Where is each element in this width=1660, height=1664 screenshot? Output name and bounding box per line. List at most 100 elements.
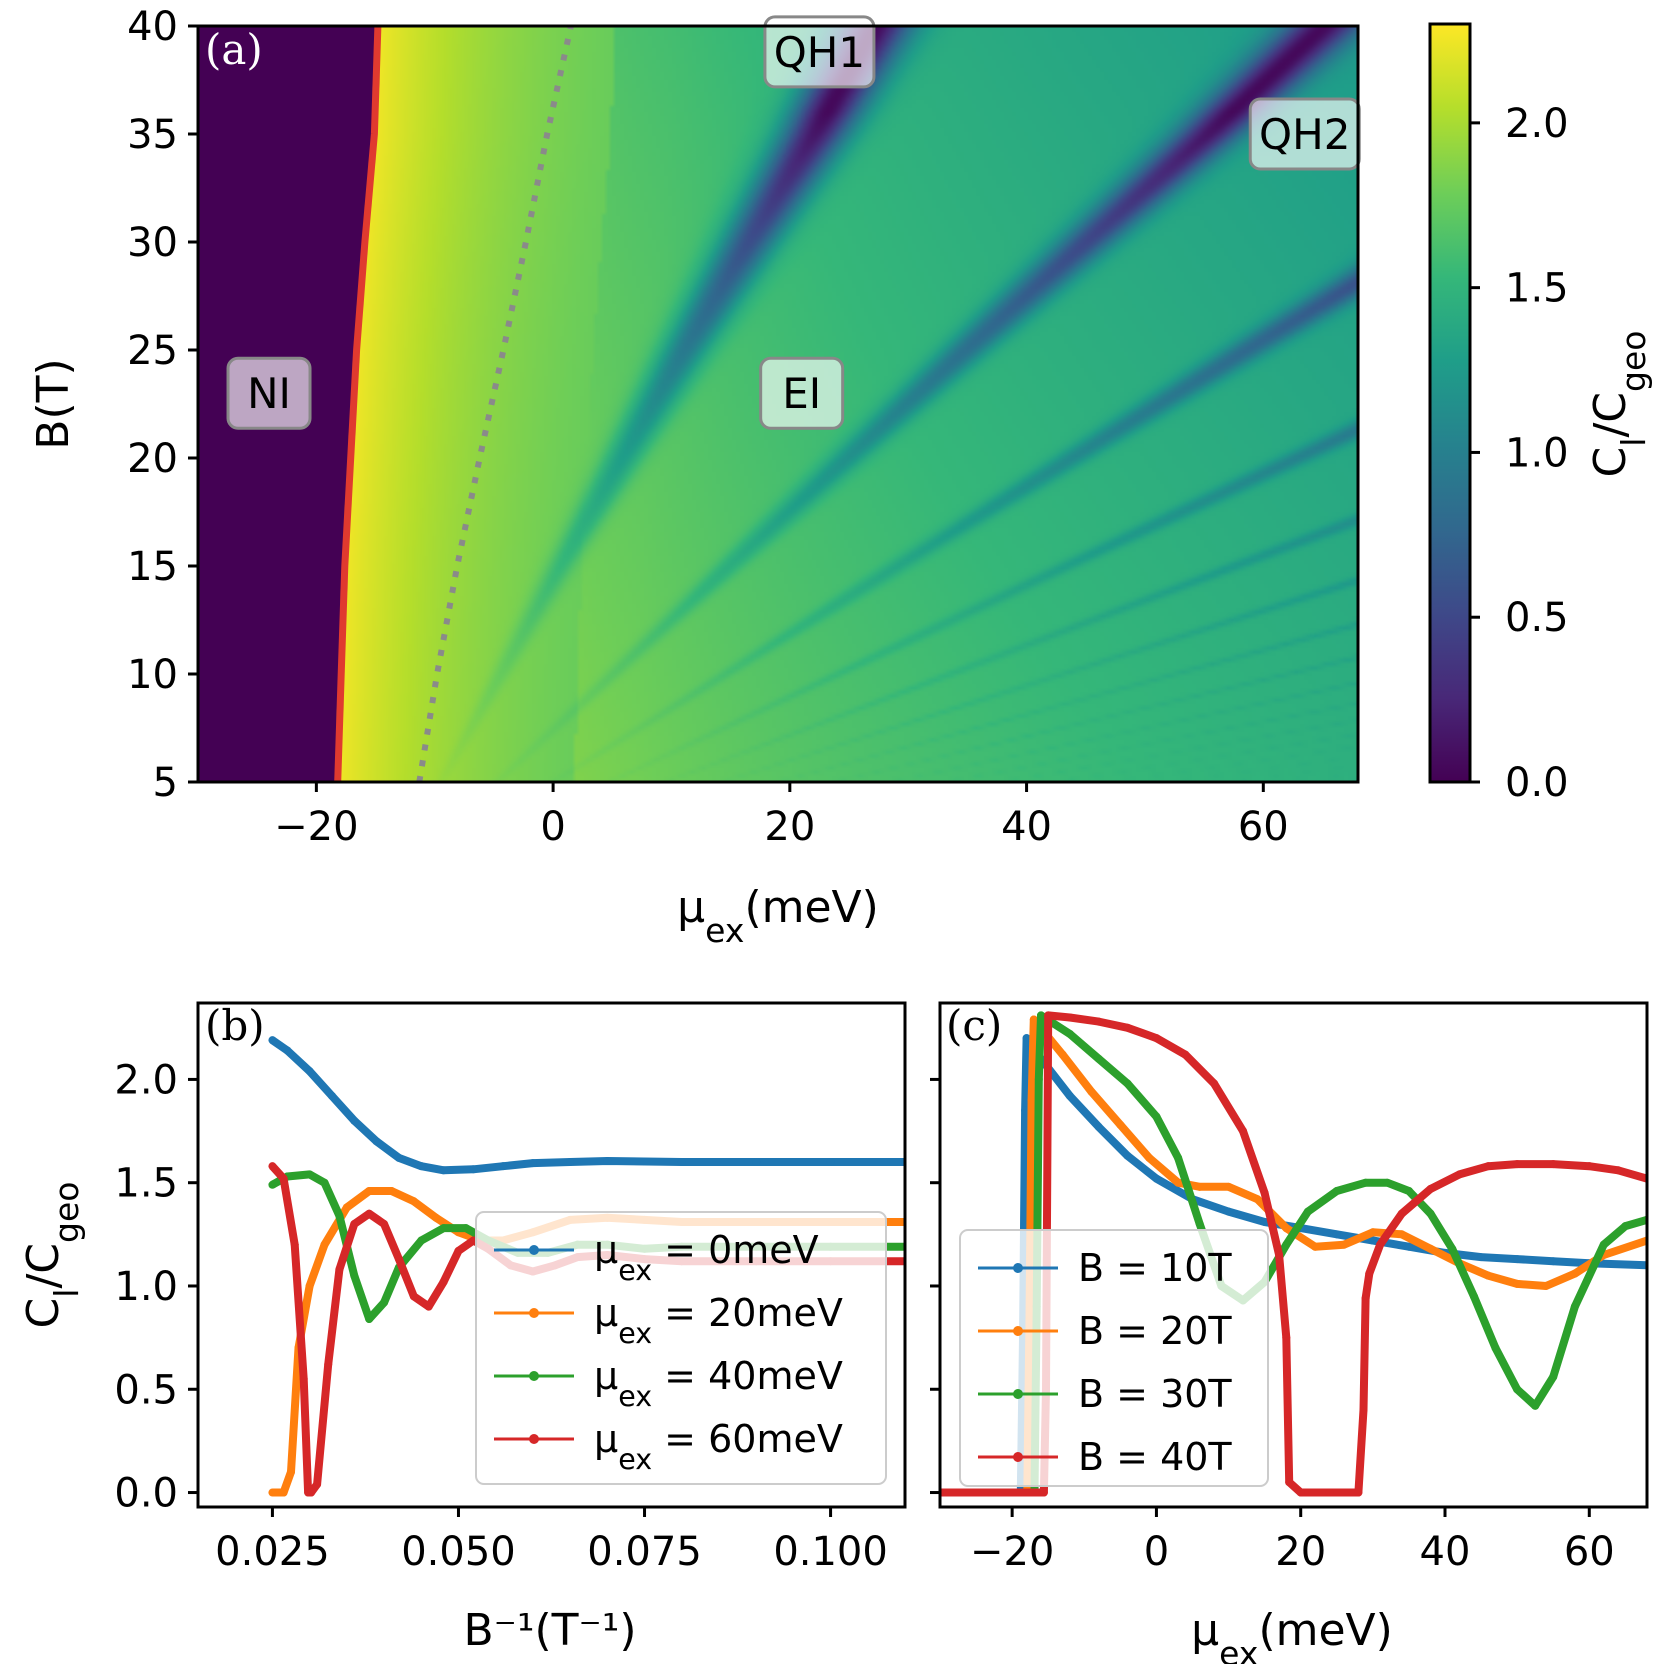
- region-label: QH1: [774, 28, 865, 77]
- data-point: [1359, 1405, 1368, 1414]
- x-tick-label: 20: [1275, 1529, 1326, 1575]
- legend-entry: μex = 40meV: [594, 1354, 843, 1413]
- colorbar-label: Cl/Cgeo: [1585, 331, 1653, 478]
- legend-marker: [1013, 1452, 1023, 1462]
- colorbar-tick-label: 0.5: [1505, 595, 1569, 641]
- x-axis-label-a: μex(meV): [677, 882, 879, 950]
- data-point: [1455, 1170, 1464, 1179]
- data-point: [439, 1166, 448, 1175]
- data-point: [603, 1157, 612, 1166]
- x-tick-label: 60: [1564, 1529, 1615, 1575]
- data-point: [394, 1255, 403, 1264]
- data-point: [279, 1174, 288, 1183]
- data-point: [365, 1186, 374, 1195]
- data-point: [1021, 1106, 1030, 1115]
- legend-entry: B = 20T: [1078, 1309, 1232, 1353]
- data-point: [1260, 1217, 1269, 1226]
- data-point: [287, 1467, 296, 1476]
- y-tick-label-a: 35: [127, 112, 178, 158]
- legend-entry: B = 10T: [1078, 1246, 1232, 1290]
- panel-label-a: (a): [205, 25, 263, 74]
- colorbar-tick-label: 1.0: [1505, 430, 1569, 476]
- y-tick-label-a: 25: [127, 328, 178, 374]
- y-tick-label-a: 20: [127, 436, 178, 482]
- y-tick-label-a: 30: [127, 220, 178, 266]
- data-point: [1585, 1162, 1594, 1171]
- data-point: [1087, 1087, 1096, 1096]
- data-point: [469, 1165, 478, 1174]
- legend-box: [959, 1229, 1269, 1487]
- region-label: EI: [782, 369, 821, 418]
- data-point: [1376, 1240, 1385, 1249]
- data-point: [305, 1067, 314, 1076]
- data-point: [342, 1203, 351, 1212]
- data-point: [324, 1360, 333, 1369]
- data-point: [1332, 1186, 1341, 1195]
- data-point: [1484, 1162, 1493, 1171]
- data-point: [313, 1480, 322, 1489]
- data-point: [1181, 1050, 1190, 1059]
- data-point: [279, 1488, 288, 1497]
- data-point: [1174, 1178, 1183, 1187]
- data-point: [1397, 1230, 1406, 1239]
- data-point: [350, 1271, 359, 1280]
- y-tick-label-a: 40: [127, 4, 178, 50]
- y-axis-label-a: B(T): [28, 358, 79, 449]
- x-tick-label-a: 60: [1238, 804, 1289, 850]
- data-point: [1513, 1255, 1522, 1264]
- data-point: [1365, 1269, 1374, 1278]
- data-point: [1311, 1242, 1320, 1251]
- legend-entry: μex = 0meV: [594, 1228, 819, 1287]
- data-point: [499, 1162, 508, 1171]
- region-label: NI: [247, 369, 291, 418]
- data-point: [350, 1220, 359, 1229]
- legend-entry: μex = 20meV: [594, 1291, 843, 1350]
- data-point: [268, 1488, 277, 1497]
- data-point: [1368, 1236, 1377, 1245]
- data-point: [1621, 1222, 1630, 1231]
- colorbar-tick-label: 0.0: [1505, 760, 1569, 806]
- colorbar-tick-label: 1.5: [1505, 266, 1569, 312]
- data-point: [1282, 1333, 1291, 1342]
- data-point: [350, 1116, 359, 1125]
- data-point: [1477, 1253, 1486, 1262]
- colorbar: [1428, 22, 1472, 784]
- data-point: [268, 1162, 277, 1171]
- data-point: [268, 1180, 277, 1189]
- data-point: [305, 1170, 314, 1179]
- data-point: [1296, 1488, 1305, 1497]
- data-point: [1614, 1166, 1623, 1175]
- data-point: [1034, 1075, 1043, 1084]
- data-point: [1152, 1112, 1161, 1121]
- data-point: [1224, 1182, 1233, 1191]
- data-point: [365, 1209, 374, 1218]
- data-point: [394, 1153, 403, 1162]
- legend-marker: [1013, 1389, 1023, 1399]
- data-point: [1570, 1269, 1579, 1278]
- x-tick-label: 0.025: [215, 1529, 330, 1575]
- data-point: [1325, 1488, 1334, 1497]
- legend-marker: [529, 1434, 539, 1444]
- data-point: [283, 1046, 292, 1055]
- legend-marker: [1013, 1263, 1023, 1273]
- data-point: [320, 1178, 329, 1187]
- data-point: [1065, 1091, 1074, 1100]
- data-point: [417, 1162, 426, 1171]
- data-point: [1599, 1240, 1608, 1249]
- data-point: [1491, 1343, 1500, 1352]
- data-point: [1239, 1127, 1247, 1136]
- data-point: [409, 1197, 418, 1206]
- data-point: [432, 1213, 441, 1222]
- x-tick-label-a: 40: [1001, 804, 1052, 850]
- data-point: [1195, 1220, 1204, 1229]
- data-point: [409, 1292, 418, 1301]
- y-axis-label-b: Cl/Cgeo: [18, 1182, 86, 1329]
- y-tick-label: 1.0: [114, 1264, 178, 1310]
- data-point: [1174, 1153, 1183, 1162]
- data-point: [1275, 1251, 1284, 1259]
- data-point: [1022, 1034, 1031, 1043]
- data-point: [1253, 1195, 1262, 1204]
- data-point: [1404, 1242, 1413, 1251]
- data-point: [290, 1240, 299, 1249]
- data-point: [1361, 1178, 1370, 1187]
